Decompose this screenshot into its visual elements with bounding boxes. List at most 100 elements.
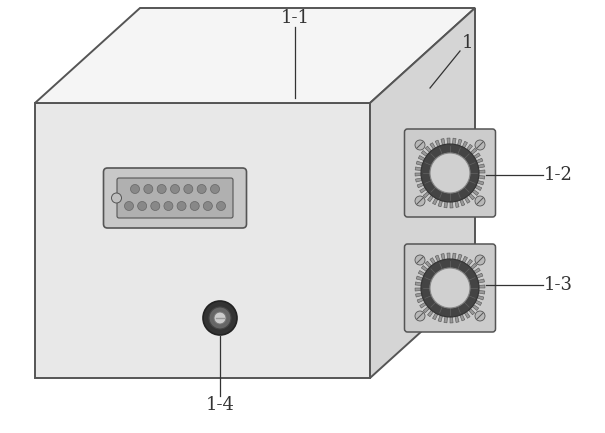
- Polygon shape: [479, 175, 485, 179]
- Polygon shape: [433, 198, 438, 205]
- Polygon shape: [428, 310, 433, 317]
- Circle shape: [475, 255, 485, 265]
- Circle shape: [197, 184, 206, 194]
- Polygon shape: [421, 151, 428, 156]
- Polygon shape: [476, 158, 483, 163]
- Polygon shape: [462, 141, 468, 148]
- Polygon shape: [462, 256, 468, 263]
- Text: 1-4: 1-4: [206, 396, 235, 414]
- Circle shape: [211, 184, 220, 194]
- Polygon shape: [453, 138, 456, 145]
- Circle shape: [415, 255, 425, 265]
- Text: 1-3: 1-3: [543, 276, 572, 294]
- Polygon shape: [465, 312, 470, 318]
- Polygon shape: [477, 181, 484, 185]
- Polygon shape: [416, 178, 422, 182]
- Polygon shape: [35, 103, 370, 378]
- Circle shape: [203, 301, 237, 335]
- Circle shape: [164, 201, 173, 210]
- Polygon shape: [420, 187, 427, 193]
- Polygon shape: [415, 167, 422, 171]
- Polygon shape: [415, 173, 421, 176]
- Circle shape: [177, 201, 186, 210]
- Circle shape: [125, 201, 134, 210]
- Polygon shape: [474, 153, 480, 158]
- Circle shape: [415, 196, 425, 206]
- Polygon shape: [473, 190, 479, 195]
- Polygon shape: [477, 295, 484, 300]
- FancyBboxPatch shape: [103, 168, 246, 228]
- Polygon shape: [425, 261, 431, 268]
- Polygon shape: [479, 291, 485, 294]
- Circle shape: [415, 140, 425, 150]
- Polygon shape: [447, 253, 450, 259]
- Circle shape: [131, 184, 140, 194]
- Polygon shape: [455, 316, 459, 323]
- Polygon shape: [416, 161, 423, 165]
- Polygon shape: [441, 254, 445, 260]
- Polygon shape: [479, 170, 485, 173]
- Polygon shape: [457, 254, 462, 261]
- Polygon shape: [478, 164, 485, 168]
- Polygon shape: [466, 144, 473, 151]
- Polygon shape: [416, 293, 422, 297]
- Text: 1-1: 1-1: [281, 9, 310, 27]
- Polygon shape: [423, 192, 430, 198]
- Polygon shape: [460, 199, 465, 206]
- Polygon shape: [441, 139, 445, 145]
- Circle shape: [151, 201, 160, 210]
- Circle shape: [144, 184, 153, 194]
- Circle shape: [190, 201, 199, 210]
- Text: 1: 1: [462, 34, 474, 52]
- Polygon shape: [415, 282, 422, 285]
- Polygon shape: [478, 279, 485, 283]
- Polygon shape: [435, 255, 440, 262]
- Polygon shape: [35, 8, 475, 103]
- Polygon shape: [430, 143, 436, 149]
- Polygon shape: [476, 273, 483, 278]
- Circle shape: [203, 201, 212, 210]
- Polygon shape: [370, 8, 475, 378]
- Polygon shape: [469, 308, 475, 315]
- Text: 1-2: 1-2: [543, 166, 572, 184]
- Circle shape: [209, 307, 231, 329]
- Circle shape: [171, 184, 180, 194]
- Polygon shape: [420, 303, 427, 308]
- Polygon shape: [450, 202, 453, 208]
- Polygon shape: [416, 276, 423, 281]
- Polygon shape: [438, 200, 442, 207]
- Circle shape: [138, 201, 146, 210]
- Circle shape: [157, 184, 166, 194]
- Polygon shape: [471, 263, 477, 269]
- Polygon shape: [421, 265, 428, 271]
- Circle shape: [430, 268, 470, 308]
- Polygon shape: [417, 183, 424, 188]
- Circle shape: [421, 144, 479, 202]
- Circle shape: [111, 193, 122, 203]
- Circle shape: [475, 311, 485, 321]
- Polygon shape: [479, 285, 485, 288]
- Polygon shape: [428, 195, 433, 202]
- Polygon shape: [438, 315, 442, 322]
- Polygon shape: [425, 146, 431, 152]
- Polygon shape: [465, 197, 470, 204]
- Polygon shape: [444, 201, 448, 208]
- Polygon shape: [433, 313, 438, 320]
- Polygon shape: [418, 271, 425, 276]
- Polygon shape: [474, 268, 480, 274]
- Circle shape: [475, 196, 485, 206]
- FancyBboxPatch shape: [117, 178, 233, 218]
- Polygon shape: [471, 148, 477, 154]
- Polygon shape: [447, 138, 450, 144]
- Circle shape: [415, 311, 425, 321]
- FancyBboxPatch shape: [405, 129, 495, 217]
- Polygon shape: [415, 288, 421, 291]
- FancyBboxPatch shape: [405, 244, 495, 332]
- Polygon shape: [469, 194, 475, 200]
- Polygon shape: [423, 307, 430, 313]
- Circle shape: [430, 153, 470, 193]
- Polygon shape: [457, 139, 462, 146]
- Polygon shape: [475, 185, 482, 191]
- Polygon shape: [450, 317, 453, 323]
- Polygon shape: [466, 259, 473, 266]
